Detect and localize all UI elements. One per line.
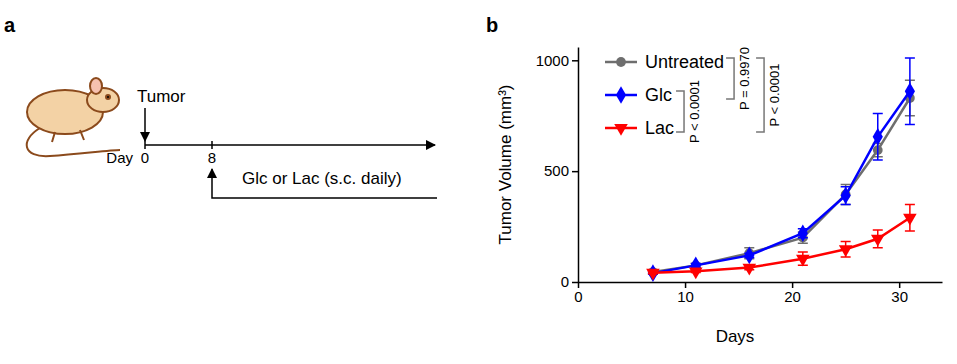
data-point [646,269,660,281]
data-point [873,128,883,146]
x-tick-label: 30 [891,288,908,305]
treatment-label: Glc or Lac (s.c. daily) [242,169,402,188]
panel-letter: b [486,14,498,36]
legend-marker [616,57,626,67]
legend: Untreated Glc Lac [605,52,724,138]
panel-letter: a [4,14,16,36]
y-tick-label: 0 [561,273,569,290]
x-tick: 20 [784,282,801,305]
timeline-axis-label: Day [106,149,133,166]
timeline-axis [145,144,435,146]
x-tick: 30 [891,282,908,305]
significance-bracket [756,58,764,132]
legend-marker [616,86,626,104]
x-tick-label: 0 [574,288,582,305]
data-point [798,224,808,242]
significance-bracket [676,91,684,132]
data-point [796,255,810,267]
timeline-tick-label: 8 [208,149,216,166]
series [648,58,915,282]
y-tick: 500 [544,162,578,179]
y-axis-line [578,48,580,283]
significance-label: P < 0.0001 [767,63,782,126]
y-tick: 1000 [536,52,578,69]
legend-label: Glc [645,85,672,105]
timeline-tick-label: 0 [141,149,149,166]
y-tick-mark [572,171,578,173]
data-point [839,245,853,257]
x-tick-label: 10 [677,288,694,305]
timeline-tick [144,141,146,149]
panel-b: b 0 10 20 30 0 500 1000 Days Tumor Volume (mm³) Un… [486,14,943,346]
y-tick-mark [572,282,578,284]
data-point [903,214,917,226]
timeline-tick [211,141,213,149]
legend-item: Lac [605,118,674,138]
y-tick-label: 1000 [536,52,569,69]
annotations: P < 0.0001 P = 0.9970 P < 0.0001 [676,47,782,143]
data-point [905,83,915,101]
mouse-icon [27,78,120,156]
y-axis: 0 500 1000 [536,48,579,291]
legend-item: Untreated [605,52,724,72]
event-label: Tumor [137,87,186,106]
legend-marker [614,124,628,136]
error-bar [873,114,883,161]
x-tick-label: 20 [784,288,801,305]
error-bar-line [873,114,883,161]
x-axis: 0 10 20 30 [574,282,942,305]
legend-label: Lac [645,118,674,138]
legend-item: Glc [605,85,672,105]
treatment-arrow [212,169,437,198]
data-point [744,247,754,265]
y-tick-label: 500 [544,162,569,179]
y-tick: 0 [561,273,578,290]
data-point [689,267,703,279]
significance-bracket [726,58,734,99]
series-line [653,218,910,273]
figure: a 0 8 Day Tumor Glc or Lac (s.c. daily) b 0 10 20… [0,0,957,364]
data-point [841,187,851,205]
significance-label: P = 0.9970 [737,47,752,110]
significance-label: P < 0.0001 [687,80,702,143]
data-point [742,264,756,276]
x-tick: 0 [574,282,582,305]
x-axis-line [579,282,943,284]
error-bar-line [905,58,915,125]
y-tick-mark [572,60,578,62]
series [646,204,917,280]
error-bar [905,58,915,125]
x-tick: 10 [677,282,694,305]
x-axis-title: Days [716,327,755,346]
y-axis-title: Tumor Volume (mm³) [496,85,515,245]
data-point [871,235,885,247]
panel-a: a 0 8 Day Tumor Glc or Lac (s.c. daily) [4,14,437,198]
plot-area [646,58,917,282]
legend-label: Untreated [645,52,724,72]
event-arrow [144,108,146,141]
